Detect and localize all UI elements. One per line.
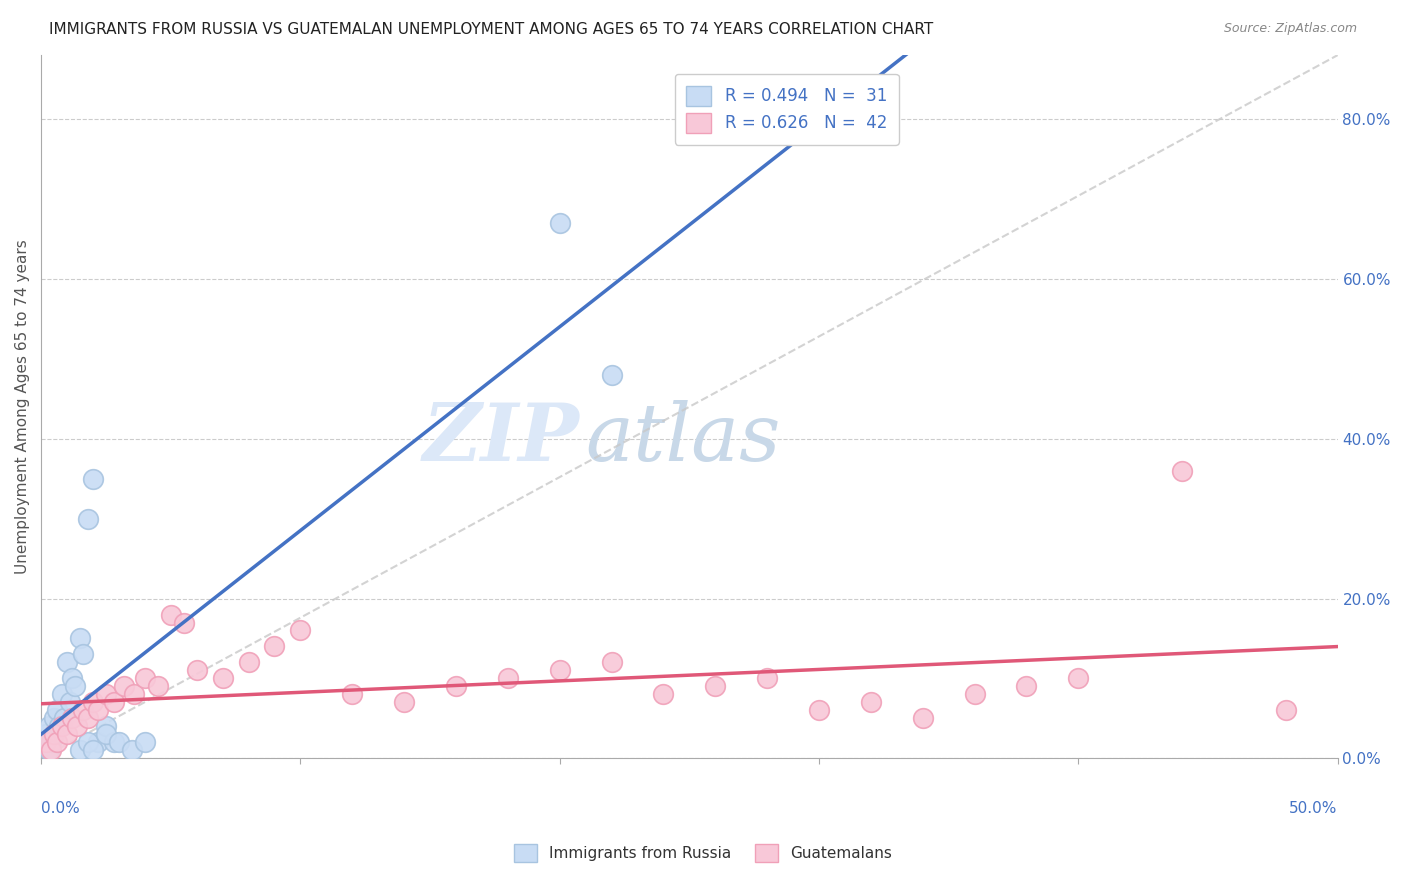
Point (94, 719, 117, 733)
Point (121, 743, 143, 757)
Point (238, 656, 260, 670)
Legend: R = 0.494   N =  31, R = 0.626   N =  42: R = 0.494 N = 31, R = 0.626 N = 42 (675, 74, 898, 145)
Point (263, 640, 285, 654)
Text: IMMIGRANTS FROM RUSSIA VS GUATEMALAN UNEMPLOYMENT AMONG AGES 65 TO 74 YEARS CORR: IMMIGRANTS FROM RUSSIA VS GUATEMALAN UNE… (49, 22, 934, 37)
Text: 0.0%: 0.0% (41, 800, 80, 815)
Point (342, 687, 364, 701)
Point (82, 743, 104, 757)
Point (134, 735, 156, 749)
Point (87, 703, 110, 717)
Point (69, 743, 91, 757)
Point (808, 703, 831, 717)
Point (392, 695, 415, 709)
Point (51, 687, 73, 701)
Point (41, 735, 63, 749)
Point (76, 711, 98, 725)
Y-axis label: Unemployment Among Ages 65 to 74 years: Unemployment Among Ages 65 to 74 years (15, 239, 30, 574)
Point (186, 664, 208, 678)
Point (66, 719, 89, 733)
Point (41, 743, 63, 757)
Point (134, 672, 156, 686)
Text: 50.0%: 50.0% (1289, 800, 1337, 815)
Point (1274, 703, 1296, 717)
Point (94, 687, 117, 701)
Text: Source: ZipAtlas.com: Source: ZipAtlas.com (1223, 22, 1357, 36)
Point (94, 727, 117, 741)
Point (652, 687, 675, 701)
Point (76, 735, 98, 749)
Point (859, 695, 882, 709)
Point (48, 719, 70, 733)
Legend: Immigrants from Russia, Guatemalans: Immigrants from Russia, Guatemalans (508, 838, 898, 868)
Point (112, 680, 135, 694)
Point (87, 735, 110, 749)
Point (1171, 464, 1194, 478)
Point (63, 680, 86, 694)
Point (159, 607, 181, 622)
Point (42, 711, 65, 725)
Point (108, 735, 131, 749)
Point (173, 615, 195, 630)
Point (146, 680, 169, 694)
Point (56, 656, 79, 670)
Point (290, 624, 312, 638)
Point (704, 680, 727, 694)
Point (756, 672, 779, 686)
Point (38, 743, 60, 757)
Point (82, 695, 104, 709)
Point (72, 703, 94, 717)
Point (72, 648, 94, 662)
Point (45, 703, 67, 717)
Point (42, 727, 65, 741)
Point (51, 719, 73, 733)
Point (911, 711, 934, 725)
Point (69, 632, 91, 646)
Point (76, 511, 98, 525)
Point (1067, 672, 1090, 686)
Point (963, 687, 986, 701)
Point (56, 727, 79, 741)
Point (38, 719, 60, 733)
Text: atlas: atlas (586, 400, 780, 477)
Point (82, 472, 104, 486)
Point (103, 695, 125, 709)
Point (103, 735, 125, 749)
Point (45, 735, 67, 749)
Point (60, 711, 83, 725)
Point (444, 680, 467, 694)
Point (600, 368, 623, 382)
Point (35, 735, 58, 749)
Point (53, 711, 76, 725)
Point (42, 727, 65, 741)
Point (35, 727, 58, 741)
Point (211, 672, 233, 686)
Point (1015, 680, 1038, 694)
Text: ZIP: ZIP (422, 400, 579, 477)
Point (548, 216, 571, 230)
Point (32, 735, 55, 749)
Point (59, 695, 82, 709)
Point (600, 656, 623, 670)
Point (496, 672, 519, 686)
Point (60, 672, 83, 686)
Point (548, 664, 571, 678)
Point (124, 687, 146, 701)
